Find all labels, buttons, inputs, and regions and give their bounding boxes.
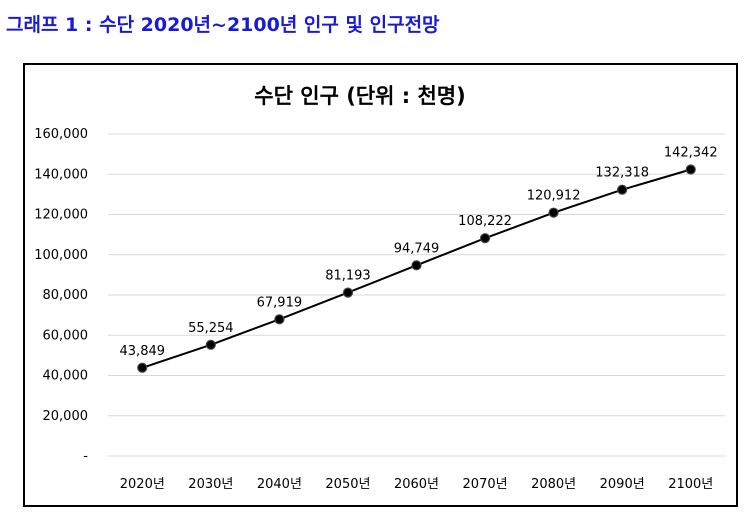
y-tick-label: 120,000 [34, 208, 88, 223]
data-point [137, 362, 148, 373]
data-label: 67,919 [257, 295, 303, 310]
data-point [685, 164, 696, 175]
data-labels: 43,849 55,254 67,919 81,193 94,749 108,222 120… [120, 146, 718, 359]
data-label: 43,849 [120, 344, 166, 359]
chart-frame [23, 63, 738, 507]
data-point [479, 233, 491, 244]
x-tick-label: 2030년 [188, 477, 233, 492]
x-tick-label: 2050년 [325, 477, 370, 492]
y-tick-label: 20,000 [43, 409, 89, 424]
y-tick-label: 100,000 [34, 248, 88, 263]
figure-caption: 그래프 1 : 수단 2020년~2100년 인구 및 인구전망 [6, 14, 440, 36]
data-label: 142,342 [664, 146, 718, 161]
data-markers [137, 164, 696, 373]
data-point [617, 184, 628, 195]
x-tick-label: 2100년 [668, 477, 713, 492]
data-point [411, 260, 422, 271]
chart-title: 수단 인구 (단위 : 천명) [254, 84, 465, 108]
data-point [274, 314, 285, 325]
x-tick-label: 2080년 [531, 477, 576, 492]
x-tick-label: 2090년 [600, 477, 645, 492]
data-label: 55,254 [188, 321, 234, 336]
x-tick-label: 2040년 [257, 477, 302, 492]
data-point [342, 287, 354, 298]
y-tick-label: 80,000 [43, 288, 89, 303]
y-tick-label: - [83, 449, 88, 464]
data-label: 94,749 [394, 241, 440, 256]
data-label: 81,193 [325, 269, 371, 284]
x-tick-label: 2070년 [463, 477, 508, 492]
x-axis-ticks: 2020년 2030년 2040년 2050년 2060년 2070년 2080년 2090년… [120, 477, 713, 492]
y-tick-label: 60,000 [43, 328, 89, 343]
y-axis-ticks: - 20,000 40,000 60,000 80,000 100,000 120,000 1… [34, 127, 88, 464]
data-label: 108,222 [458, 214, 512, 229]
y-tick-label: 40,000 [43, 369, 89, 384]
data-point [205, 339, 216, 350]
x-tick-label: 2060년 [394, 477, 439, 492]
y-tick-label: 160,000 [34, 127, 88, 142]
y-tick-label: 140,000 [34, 167, 88, 182]
data-label: 132,318 [595, 166, 649, 181]
gridlines [108, 133, 725, 457]
data-label: 120,912 [527, 189, 581, 204]
x-tick-label: 2020년 [120, 477, 165, 492]
data-point [548, 207, 559, 218]
